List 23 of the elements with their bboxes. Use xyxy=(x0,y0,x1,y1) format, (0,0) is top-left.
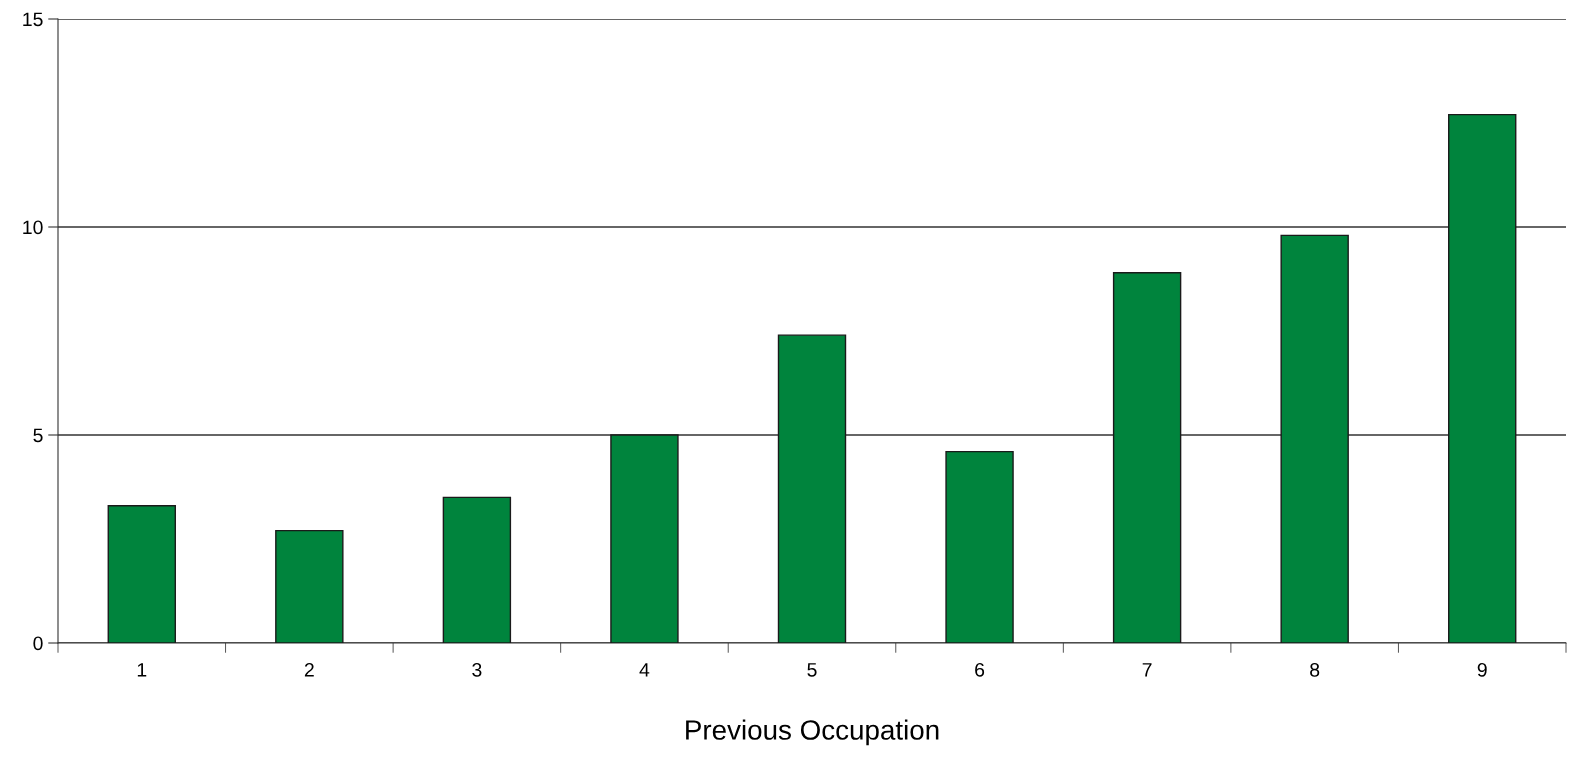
y-tick-label: 15 xyxy=(23,12,43,27)
bar xyxy=(1280,234,1349,643)
x-tick-label: 4 xyxy=(639,663,650,677)
x-axis-title: Previous Occupation xyxy=(686,719,939,746)
x-tick-label: 2 xyxy=(304,662,314,677)
x-tick-label: 3 xyxy=(472,662,482,677)
x-tick-label: 8 xyxy=(1310,662,1320,677)
bar xyxy=(777,334,847,643)
bar xyxy=(442,496,512,643)
x-tick-label: 1 xyxy=(137,663,147,677)
bar xyxy=(107,505,176,643)
y-tick-label: 5 xyxy=(33,428,43,443)
bar xyxy=(1112,272,1182,643)
x-tick-label: 7 xyxy=(1142,663,1152,677)
y-tick-label: 0 xyxy=(33,636,43,651)
y-tick-label: 10 xyxy=(23,220,43,235)
x-tick-label: 9 xyxy=(1477,662,1487,677)
x-tick-label: 5 xyxy=(807,663,817,677)
bar xyxy=(945,450,1014,643)
bar xyxy=(1448,113,1517,643)
x-tick-label: 6 xyxy=(975,662,985,677)
bar xyxy=(275,529,344,643)
bar xyxy=(610,434,679,643)
